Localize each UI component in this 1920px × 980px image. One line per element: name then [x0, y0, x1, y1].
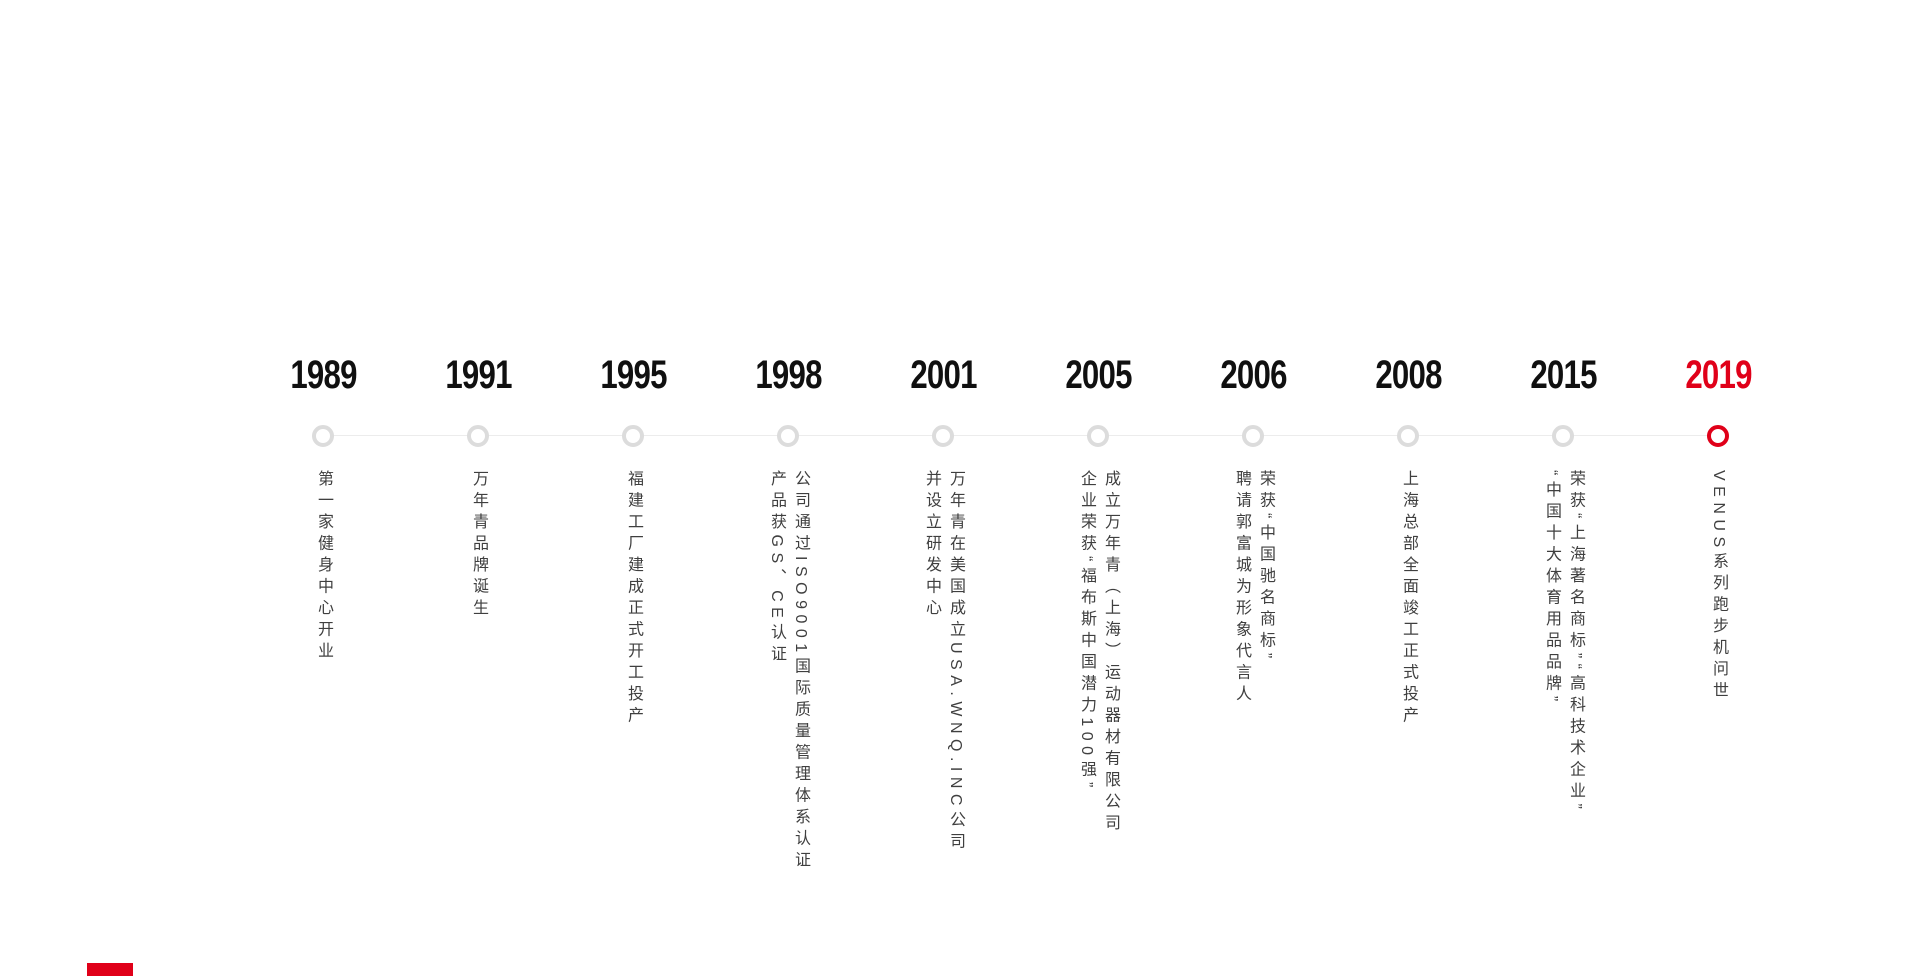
timeline-description-line: 上海总部全面竣工正式投产: [1400, 470, 1417, 728]
timeline-description: 福建工厂建成正式开工投产: [548, 470, 718, 728]
timeline-description: 公司通过ISO9001国际质量管理体系认证 产品获GS、CE认证: [703, 470, 873, 873]
timeline-year: 1989: [289, 353, 357, 397]
timeline-description: 第一家健身中心开业: [238, 470, 408, 664]
timeline-description: 上海总部全面竣工正式投产: [1323, 470, 1493, 728]
timeline-node-icon[interactable]: [932, 425, 954, 447]
timeline-item-2019[interactable]: 2019 VENUS系列跑步机问世: [1633, 352, 1803, 772]
timeline-description: 成立万年青（上海）运动器材有限公司 企业荣获“福布斯中国潜力100强”: [1013, 470, 1183, 836]
timeline-year: 2001: [909, 353, 977, 397]
timeline-item-1989[interactable]: 1989 第一家健身中心开业: [238, 352, 408, 772]
timeline-description: VENUS系列跑步机问世: [1633, 470, 1803, 703]
timeline-node-icon[interactable]: [1552, 425, 1574, 447]
timeline-year: 2005: [1064, 353, 1132, 397]
timeline-item-1995[interactable]: 1995 福建工厂建成正式开工投产: [548, 352, 718, 772]
timeline-year: 1991: [444, 353, 512, 397]
timeline-node-icon[interactable]: [1087, 425, 1109, 447]
timeline-year: 2015: [1529, 353, 1597, 397]
timeline-description-line: 产品获GS、CE认证: [768, 470, 785, 667]
timeline-description-line: “中国十大体育用品品牌”: [1543, 470, 1560, 707]
timeline-description: 万年青在美国成立USA.WNQ.INC公司 并设立研发中心: [858, 470, 1028, 854]
timeline-description: 万年青品牌诞生: [393, 470, 563, 621]
timeline-item-2015[interactable]: 2015 荣获“上海著名商标”“高科技术企业” “中国十大体育用品品牌”: [1478, 352, 1648, 814]
timeline-node-icon[interactable]: [622, 425, 644, 447]
timeline-node-icon[interactable]: [777, 425, 799, 447]
timeline-description-line: 第一家健身中心开业: [315, 470, 332, 664]
timeline-item-2006[interactable]: 2006 荣获“中国驰名商标” 聘请郭富城为形象代言人: [1168, 352, 1338, 772]
timeline-year: 2008: [1374, 353, 1442, 397]
timeline-year: 2019: [1684, 353, 1752, 397]
timeline-item-1991[interactable]: 1991 万年青品牌诞生: [393, 352, 563, 772]
timeline-node-icon[interactable]: [312, 425, 334, 447]
timeline-item-2008[interactable]: 2008 上海总部全面竣工正式投产: [1323, 352, 1493, 772]
timeline-node-icon[interactable]: [467, 425, 489, 447]
timeline-node-icon[interactable]: [1707, 425, 1729, 447]
timeline-item-2001[interactable]: 2001 万年青在美国成立USA.WNQ.INC公司 并设立研发中心: [858, 352, 1028, 854]
timeline-description: 荣获“上海著名商标”“高科技术企业” “中国十大体育用品品牌”: [1478, 470, 1648, 814]
timeline-node-icon[interactable]: [1397, 425, 1419, 447]
timeline-year: 2006: [1219, 353, 1287, 397]
timeline-description-line: VENUS系列跑步机问世: [1710, 470, 1727, 704]
timeline-description-line: 聘请郭富城为形象代言人: [1233, 470, 1250, 707]
timeline-item-1998[interactable]: 1998 公司通过ISO9001国际质量管理体系认证 产品获GS、CE认证: [703, 352, 873, 873]
timeline-description-line: 企业荣获“福布斯中国潜力100强”: [1078, 470, 1095, 793]
timeline-description-line: 成立万年青（上海）运动器材有限公司: [1102, 470, 1119, 836]
timeline-description-line: 万年青在美国成立USA.WNQ.INC公司: [947, 470, 964, 854]
timeline-description-line: 荣获“上海著名商标”“高科技术企业”: [1567, 470, 1584, 815]
timeline-description: 荣获“中国驰名商标” 聘请郭富城为形象代言人: [1168, 470, 1338, 707]
timeline-description-line: 万年青品牌诞生: [470, 470, 487, 621]
timeline-node-icon[interactable]: [1242, 425, 1264, 447]
timeline-description-line: 并设立研发中心: [923, 470, 940, 621]
timeline-track-line: [323, 435, 1717, 436]
timeline-item-2005[interactable]: 2005 成立万年青（上海）运动器材有限公司 企业荣获“福布斯中国潜力100强”: [1013, 352, 1183, 836]
timeline-description-line: 公司通过ISO9001国际质量管理体系认证: [792, 470, 809, 873]
timeline-description-line: 荣获“中国驰名商标”: [1257, 470, 1274, 664]
timeline-description-line: 福建工厂建成正式开工投产: [625, 470, 642, 728]
red-bar-decoration: [87, 963, 133, 976]
timeline-year: 1998: [754, 353, 822, 397]
timeline-year: 1995: [599, 353, 667, 397]
